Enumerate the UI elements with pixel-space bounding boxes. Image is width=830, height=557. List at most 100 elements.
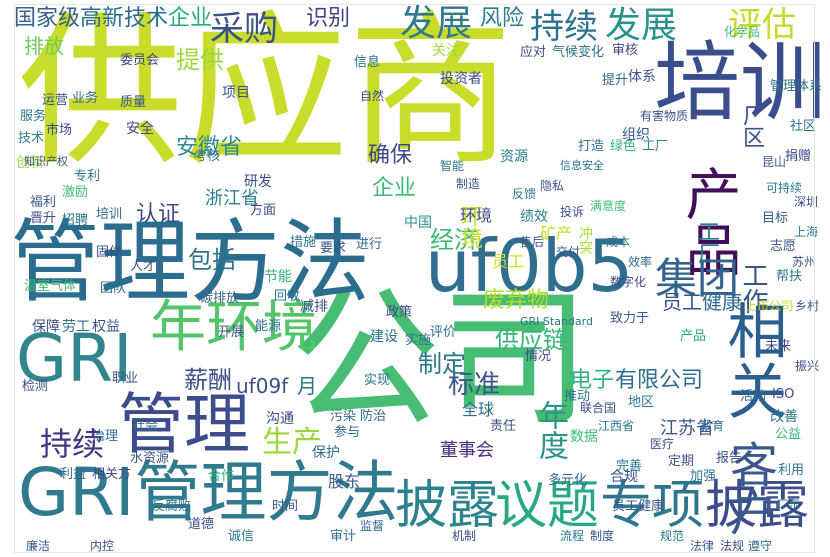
cloud-word: 苏州 bbox=[792, 255, 817, 269]
cloud-word: 全球 bbox=[462, 400, 495, 419]
cloud-word: 提供 bbox=[176, 46, 224, 74]
cloud-word: 要求 bbox=[320, 241, 347, 256]
cloud-word: 反馈 bbox=[512, 187, 537, 201]
cloud-word: 实施 bbox=[405, 333, 432, 348]
cloud-word: 诚信 bbox=[228, 529, 255, 544]
cloud-word: 绿色 bbox=[610, 139, 637, 154]
cloud-word: 环境 bbox=[457, 205, 482, 249]
cloud-word: 医疗 bbox=[650, 437, 675, 451]
cloud-word: 集团 bbox=[655, 254, 740, 303]
cloud-word: 地区 bbox=[628, 395, 655, 410]
cloud-word: 致力于 bbox=[610, 311, 650, 326]
cloud-word: 福利 bbox=[30, 195, 57, 210]
cloud-word: 风险 bbox=[480, 6, 525, 31]
cloud-word: 标准 bbox=[448, 370, 501, 400]
cloud-word: 沟通 bbox=[266, 411, 294, 427]
cloud-word: 培训 bbox=[654, 33, 826, 133]
cloud-word: 资源 bbox=[500, 149, 528, 165]
cloud-word: 内控 bbox=[90, 539, 115, 553]
cloud-word: 确保 bbox=[368, 143, 413, 168]
cloud-word: 公益 bbox=[775, 427, 802, 442]
cloud-word: 员工健康 bbox=[612, 499, 665, 514]
cloud-word: 月 bbox=[297, 374, 317, 398]
cloud-word: 业务 bbox=[72, 91, 99, 106]
cloud-word: 工厂 bbox=[642, 139, 669, 154]
cloud-word: 社会 bbox=[132, 419, 159, 434]
cloud-word: 相关 bbox=[717, 300, 787, 420]
cloud-word: 有限公司 bbox=[615, 368, 704, 393]
cloud-word: 信息安全 bbox=[560, 159, 604, 172]
cloud-word: 隐私 bbox=[540, 179, 565, 193]
cloud-word: 权益 bbox=[92, 319, 120, 335]
cloud-word: 昆山 bbox=[762, 155, 787, 169]
cloud-word: 员工 bbox=[492, 252, 525, 271]
cloud-word: 推动 bbox=[564, 389, 591, 404]
cloud-word: 保障 bbox=[32, 319, 60, 335]
cloud-word: 持续 bbox=[530, 7, 598, 47]
cloud-word: 志愿 bbox=[770, 239, 797, 254]
cloud-word: 社区 bbox=[790, 119, 817, 134]
cloud-word: 人才 bbox=[130, 259, 157, 274]
cloud-word: 废弃物 bbox=[483, 288, 550, 313]
cloud-word: 项目 bbox=[222, 85, 250, 101]
cloud-word: 工作 bbox=[738, 262, 768, 314]
cloud-word: 深圳 bbox=[794, 195, 819, 209]
cloud-word: 厂区 bbox=[739, 104, 764, 148]
cloud-word: 冲突 bbox=[577, 226, 593, 254]
cloud-word: 水资源 bbox=[130, 451, 170, 466]
cloud-word: 公司 bbox=[290, 273, 591, 447]
cloud-word: 可持续 bbox=[766, 181, 803, 195]
cloud-word: 企业 bbox=[168, 6, 213, 31]
cloud-word: 多元化 bbox=[548, 473, 588, 488]
cloud-word: 法律 bbox=[690, 539, 715, 553]
cloud-word: 股东 bbox=[328, 472, 361, 491]
cloud-word: 完善 bbox=[616, 459, 643, 474]
cloud-word: 年度 bbox=[533, 400, 568, 460]
cloud-word: 披露 bbox=[705, 476, 810, 536]
cloud-word: 评价 bbox=[430, 325, 457, 340]
cloud-word: 上海 bbox=[794, 225, 819, 239]
cloud-word: uf09f bbox=[236, 374, 289, 398]
cloud-word: 采购 bbox=[210, 9, 278, 49]
cloud-word: 遵守 bbox=[748, 539, 773, 553]
cloud-word: 成本 bbox=[606, 235, 631, 249]
cloud-word: 运营 bbox=[42, 93, 69, 108]
cloud-word: 知识产权 bbox=[24, 155, 68, 168]
cloud-word: 有害物质 bbox=[640, 109, 689, 123]
cloud-word: 委员会 bbox=[120, 53, 160, 68]
cloud-word: 打造 bbox=[578, 139, 605, 154]
cloud-word: 时间 bbox=[272, 499, 299, 514]
cloud-word: 化学品 bbox=[724, 25, 761, 39]
cloud-word: 交付 bbox=[556, 245, 581, 259]
cloud-word: 定期 bbox=[668, 454, 695, 469]
cloud-word: 回收 bbox=[274, 289, 301, 304]
cloud-word: 晋升 bbox=[30, 211, 57, 226]
cloud-word: 合作 bbox=[208, 469, 235, 484]
cloud-word: 披露 bbox=[395, 476, 500, 536]
cloud-word: 活动 bbox=[740, 389, 767, 404]
cloud-word: 技术 bbox=[18, 131, 45, 146]
cloud-word: 情况 bbox=[525, 349, 552, 364]
cloud-word: 实现 bbox=[364, 373, 391, 388]
cloud-word: 捐赠 bbox=[785, 149, 812, 164]
cloud-word: 持续 bbox=[40, 425, 105, 463]
cloud-word: 国家级 bbox=[14, 6, 81, 31]
cloud-word: 改善 bbox=[770, 409, 798, 425]
cloud-word: 保护 bbox=[312, 445, 340, 461]
cloud-word: 制度 bbox=[590, 529, 615, 543]
cloud-word: 制定 bbox=[418, 350, 466, 378]
cloud-word: 工厂 bbox=[694, 220, 719, 264]
cloud-word: 道德 bbox=[188, 517, 215, 532]
cloud-word: 治理 bbox=[92, 429, 119, 444]
cloud-word: 防治 bbox=[360, 409, 387, 424]
cloud-word: GRI管理方法 bbox=[18, 454, 399, 531]
cloud-word: 产品 bbox=[676, 165, 741, 277]
cloud-word: 应对 bbox=[520, 45, 547, 60]
cloud-word: 自然 bbox=[360, 89, 385, 103]
cloud-word: 效率 bbox=[628, 255, 653, 269]
cloud-word: 专项 bbox=[600, 476, 705, 536]
cloud-word: 碳排放 bbox=[200, 291, 240, 306]
cloud-word: 经济 bbox=[430, 226, 478, 254]
cloud-word: 信息 bbox=[354, 55, 381, 70]
cloud-word: 矿产 bbox=[540, 224, 573, 243]
